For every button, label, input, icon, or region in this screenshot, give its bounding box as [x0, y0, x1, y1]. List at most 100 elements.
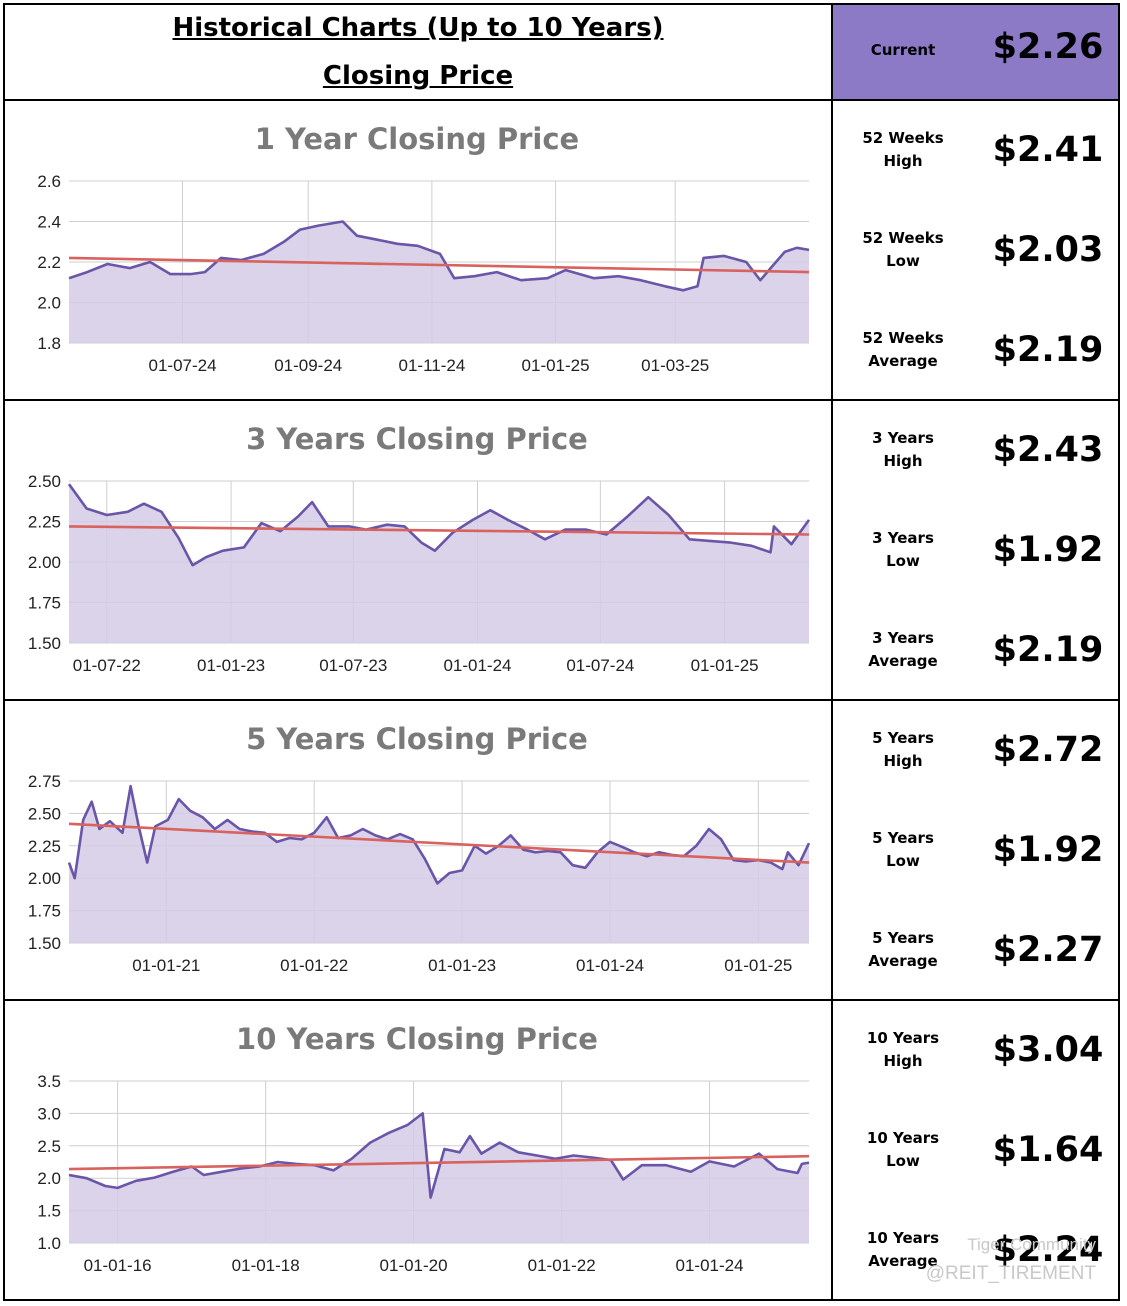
stat-10y-average: 10 Years Average $2.24 [833, 1221, 1118, 1281]
trend-line [68, 525, 810, 536]
current-label: Current [870, 41, 936, 59]
stat-label: 5 Years Low [872, 829, 934, 870]
y-tick-label: 1.75 [28, 594, 61, 613]
watermark-line1: Tiger Community [967, 1235, 1096, 1254]
stat-label: 52 Weeks High [862, 129, 944, 170]
stat-label: 3 Years Average [868, 629, 938, 670]
chart-cell-10y: 10 Years Closing Price 1.0 1.5 2.0 2.5 3.0 3.5… [5, 1001, 833, 1299]
chart-3-years: 3 Years Closing Price 1.50 1.75 2.00 2.25 2.5… [28, 422, 811, 675]
y-tick-label: 1.50 [28, 634, 61, 653]
stat-10y-high: 10 Years High $3.04 [833, 1021, 1118, 1081]
y-tick-label: 2.6 [37, 172, 61, 191]
price-line [67, 784, 811, 885]
stat-label: 52 Weeks Average [862, 329, 944, 370]
x-tick-label: 01-01-16 [84, 1256, 152, 1275]
y-tick-label: 1.50 [28, 934, 61, 953]
x-tick-label: 01-01-25 [724, 956, 792, 975]
chart-title: 5 Years Closing Price [246, 722, 588, 756]
x-tick-label: 01-01-23 [197, 656, 265, 675]
stats-cell-10y: 10 Years High $3.04 10 Years Low $1.64 1… [833, 1001, 1118, 1299]
y-tick-label: 1.75 [28, 902, 61, 921]
y-tick-label: 3.0 [37, 1104, 61, 1123]
y-tick-label: 2.75 [28, 772, 61, 791]
stat-3y-low: 3 Years Low $1.92 [833, 521, 1118, 581]
y-tick-label: 2.4 [37, 213, 61, 232]
y-tick-label: 2.50 [28, 472, 61, 491]
x-tick-label: 01-01-18 [232, 1256, 300, 1275]
stat-label: 5 Years Average [868, 929, 938, 970]
stat-value: $2.19 [992, 630, 1104, 670]
x-tick-label: 01-01-23 [428, 956, 496, 975]
price-area [69, 221, 809, 343]
y-tick-label: 2.5 [37, 1137, 61, 1156]
y-tick-label: 1.8 [37, 334, 61, 353]
y-tick-label: 2.50 [28, 804, 61, 823]
historical-charts-table: Historical Charts (Up to 10 Years) Closi… [3, 3, 1120, 1301]
chart-title: 3 Years Closing Price [246, 422, 588, 456]
y-tick-label: 1.5 [37, 1202, 61, 1221]
y-tick-label: 2.25 [28, 513, 61, 532]
stat-52w-high: 52 Weeks High $2.41 [833, 121, 1118, 181]
y-tick-label: 2.00 [28, 553, 61, 572]
y-tick-label: 2.2 [37, 253, 61, 272]
stat-value: $2.03 [992, 230, 1104, 270]
x-tick-label: 01-07-22 [73, 656, 141, 675]
stat-5y-low: 5 Years Low $1.92 [833, 821, 1118, 881]
stat-value: $2.72 [992, 730, 1104, 770]
x-tick-label: 01-01-20 [380, 1256, 448, 1275]
price-line [67, 483, 811, 567]
page-subtitle: Closing Price [322, 61, 514, 91]
stat-value: $2.43 [992, 430, 1104, 470]
stats-cell-1y: 52 Weeks High $2.41 52 Weeks Low $2.03 5… [833, 101, 1118, 401]
stat-value: $2.19 [992, 330, 1104, 370]
stat-3y-high: 3 Years High $2.43 [833, 421, 1118, 481]
chart-5-years: 5 Years Closing Price 1.50 1.75 2.00 2.25 2.5… [28, 722, 811, 975]
watermark-line2: @REIT_TIREMENT [925, 1263, 1096, 1284]
trend-line [68, 822, 810, 864]
y-tick-label: 3.5 [37, 1072, 61, 1091]
stat-value: $2.24 [992, 1230, 1104, 1270]
price-area [69, 484, 809, 643]
y-tick-label: 2.0 [37, 294, 61, 313]
chart-10-years: 10 Years Closing Price 1.0 1.5 2.0 2.5 3.0 3.5… [37, 1022, 810, 1275]
x-tick-label: 01-07-24 [566, 656, 634, 675]
x-tick-label: 01-01-24 [576, 956, 644, 975]
stat-value: $3.04 [992, 1030, 1104, 1070]
y-tick-label: 1.0 [37, 1234, 61, 1253]
x-tick-label: 01-01-21 [132, 956, 200, 975]
stat-5y-average: 5 Years Average $2.27 [833, 921, 1118, 981]
current-price-cell: Current $2.26 [833, 5, 1118, 101]
x-tick-label: 01-11-24 [399, 356, 466, 375]
stat-3y-average: 3 Years Average $2.19 [833, 621, 1118, 681]
stats-cell-3y: 3 Years High $2.43 3 Years Low $1.92 3 Y… [833, 401, 1118, 701]
y-tick-label: 2.0 [37, 1169, 61, 1188]
stat-label: 5 Years High [872, 729, 934, 770]
x-tick-label: 01-07-24 [149, 356, 217, 375]
stat-label: 3 Years Low [872, 529, 934, 570]
stat-value: $1.92 [992, 830, 1104, 870]
stat-10y-low: 10 Years Low $1.64 [833, 1121, 1118, 1181]
y-tick-label: 2.25 [28, 837, 61, 856]
stat-label: 52 Weeks Low [862, 229, 944, 270]
stat-label: 10 Years High [866, 1029, 940, 1070]
x-tick-label: 01-01-22 [280, 956, 348, 975]
x-tick-label: 01-03-25 [641, 356, 709, 375]
stat-52w-low: 52 Weeks Low $2.03 [833, 221, 1118, 281]
chart-cell-3y: 3 Years Closing Price 1.50 1.75 2.00 2.25 2.5… [5, 401, 833, 701]
y-tick-label: 2.00 [28, 869, 61, 888]
chart-1-year: 1 Year Closing Price 1.8 2.0 2.2 2.4 2.6 01-07… [37, 122, 810, 375]
x-tick-label: 01-01-25 [691, 656, 759, 675]
trend-line [68, 1154, 810, 1171]
stat-label: 10 Years Average [866, 1229, 940, 1270]
price-area [69, 786, 809, 943]
stat-label: 10 Years Low [866, 1129, 940, 1170]
stat-value: $1.92 [992, 530, 1104, 570]
x-tick-label: 01-01-24 [443, 656, 511, 675]
header-title-cell: Historical Charts (Up to 10 Years) Closi… [5, 5, 833, 101]
page-title: Historical Charts (Up to 10 Years) [172, 13, 664, 43]
stat-value: $2.27 [992, 930, 1104, 970]
chart-title: 1 Year Closing Price [255, 122, 579, 156]
stat-52w-average: 52 Weeks Average $2.19 [833, 321, 1118, 381]
stat-value: $1.64 [992, 1130, 1104, 1170]
stat-label: 3 Years High [872, 429, 934, 470]
